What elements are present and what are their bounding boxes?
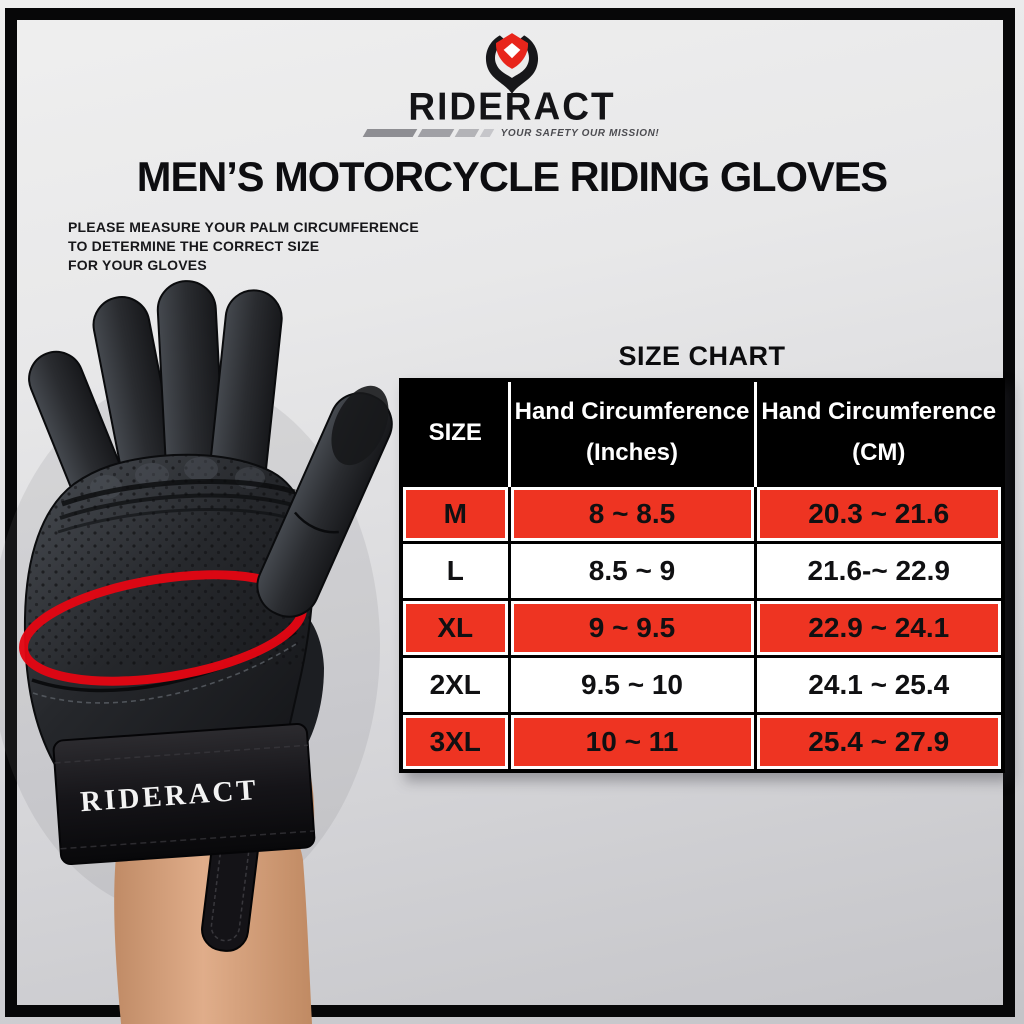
- size-chart: SIZE Hand Circumference (Inches) Hand Ci…: [399, 378, 1005, 773]
- instructions-line-3: FOR YOUR GLOVES: [68, 257, 207, 273]
- table-row-l: L 8.5 ~ 9 21.6-~ 22.9: [399, 541, 1005, 601]
- cell-size: M: [399, 484, 511, 544]
- cell-cm: 24.1 ~ 25.4: [753, 655, 1005, 715]
- palm-seam-stitch: [32, 643, 297, 704]
- brand-name: RIDERACT: [408, 85, 616, 128]
- size-chart-header-row: SIZE Hand Circumference (Inches) Hand Ci…: [401, 380, 1003, 486]
- rideract-helmet-icon: [485, 33, 539, 94]
- cell-cm: 20.3 ~ 21.6: [753, 484, 1005, 544]
- cell-inches: 8 ~ 8.5: [507, 484, 757, 544]
- brand-logo: RIDERACT YOUR SAFETY OUR MISSION!: [0, 24, 1024, 139]
- table-row-3xl: 3XL 10 ~ 11 25.4 ~ 27.9: [399, 712, 1005, 773]
- instructions-line-1: PLEASE MEASURE YOUR PALM CIRCUMFERENCE: [68, 219, 419, 235]
- glove-cuff: RIDERACT: [52, 722, 316, 866]
- size-chart-table: SIZE Hand Circumference (Inches) Hand Ci…: [399, 378, 1005, 773]
- column-header-inches: Hand Circumference (Inches): [509, 380, 757, 486]
- flex-band: [57, 479, 298, 534]
- cell-inches: 8.5 ~ 9: [507, 541, 757, 601]
- cell-size: XL: [399, 598, 511, 658]
- cell-inches: 9.5 ~ 10: [507, 655, 757, 715]
- cell-size: 3XL: [399, 712, 511, 773]
- cell-inches: 9 ~ 9.5: [507, 598, 757, 658]
- cell-size: L: [399, 541, 511, 601]
- cell-cm: 25.4 ~ 27.9: [753, 712, 1005, 773]
- cell-size: 2XL: [399, 655, 511, 715]
- glove-photo: RIDERACT: [0, 280, 393, 1024]
- cell-cm: 21.6-~ 22.9: [753, 541, 1005, 601]
- brand-tagline: YOUR SAFETY OUR MISSION!: [500, 127, 660, 139]
- speed-lines-icon: [362, 129, 494, 138]
- cell-cm: 22.9 ~ 24.1: [753, 598, 1005, 658]
- table-row-2xl: 2XL 9.5 ~ 10 24.1 ~ 25.4: [399, 655, 1005, 715]
- table-row-xl: XL 9 ~ 9.5 22.9 ~ 24.1: [399, 598, 1005, 658]
- measure-instructions: PLEASE MEASURE YOUR PALM CIRCUMFERENCE T…: [68, 218, 419, 275]
- instructions-line-2: TO DETERMINE THE CORRECT SIZE: [68, 238, 320, 254]
- column-header-size: SIZE: [401, 380, 511, 486]
- cell-inches: 10 ~ 11: [507, 712, 757, 773]
- size-chart-heading: SIZE CHART: [618, 341, 786, 371]
- brand-tagline-row: YOUR SAFETY OUR MISSION!: [0, 128, 1024, 139]
- table-row-m: M 8 ~ 8.5 20.3 ~ 21.6: [399, 484, 1005, 544]
- glove-thumb: [256, 385, 393, 618]
- column-header-cm: Hand Circumference (CM): [755, 380, 1003, 486]
- page-title: MEN’S MOTORCYCLE RIDING GLOVES: [136, 153, 888, 200]
